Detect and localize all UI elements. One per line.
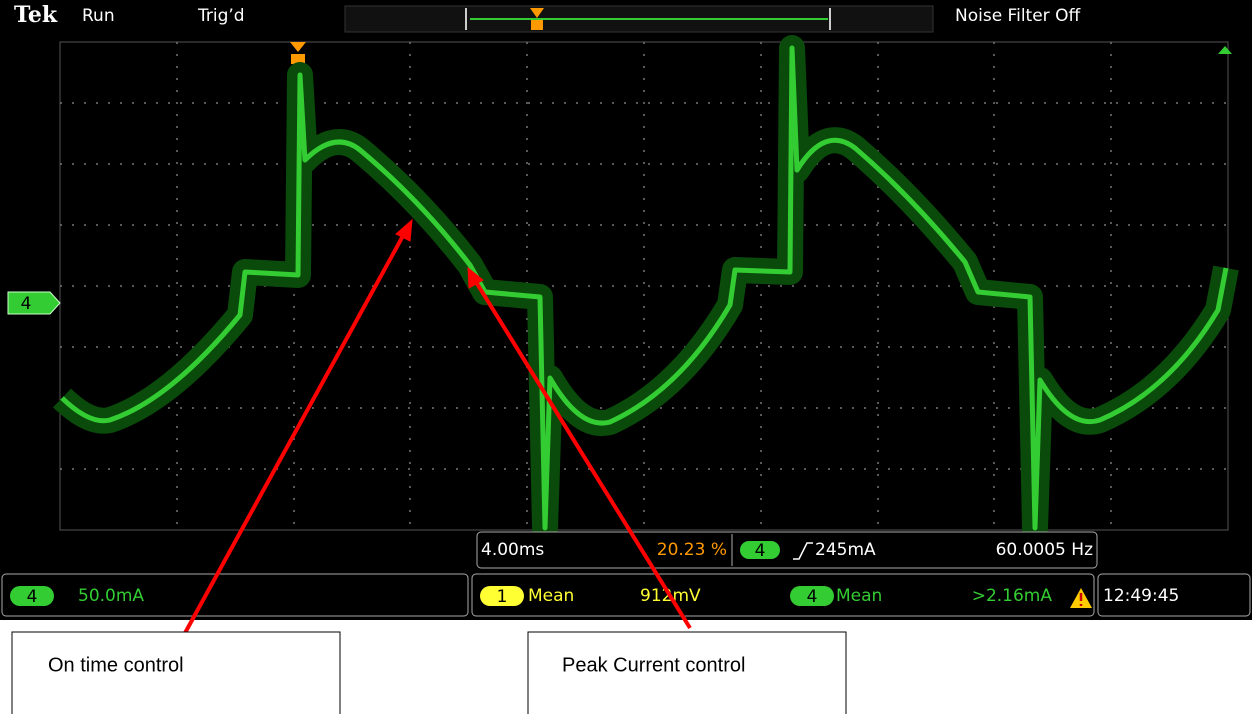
trigger-slope-icon	[793, 542, 813, 560]
meas1-label: Mean	[528, 586, 574, 606]
meas2-channel: 4	[807, 587, 818, 607]
annotation-box	[527, 631, 847, 714]
trigger-level: 245mA	[815, 540, 876, 560]
clock-box	[1097, 573, 1251, 617]
trigger-icon	[530, 8, 544, 30]
noise-filter: Noise Filter Off	[955, 6, 1081, 26]
measurement-box	[476, 531, 1098, 569]
run-state: Run	[82, 6, 115, 26]
annotation-box	[11, 631, 341, 714]
trigger-position: 20.23 %	[657, 540, 727, 560]
timebase: 4.00ms	[481, 540, 544, 560]
channel-status	[1, 573, 469, 617]
measurement-status	[471, 573, 1095, 617]
waveform	[52, 35, 1239, 541]
frequency: 60.0005 Hz	[996, 540, 1093, 560]
trigger-channel-badge	[740, 541, 780, 559]
meas2-value: >2.16mA	[972, 586, 1053, 606]
annotation: On time control	[48, 654, 184, 676]
trigger-state: Trig’d	[197, 6, 245, 26]
meas1-channel: 1	[497, 587, 508, 607]
record-brackets	[465, 8, 831, 30]
trigger-position-marker	[290, 42, 306, 64]
meas2-badge	[790, 586, 834, 606]
brand: Tek	[14, 2, 58, 28]
channel-marker: 4	[21, 294, 32, 314]
channel-badge	[10, 586, 54, 606]
channel-marker-shape	[7, 291, 61, 315]
trigger-channel: 4	[755, 541, 766, 561]
clock: 12:49:45	[1103, 586, 1179, 606]
channel: 4	[27, 587, 38, 607]
meas2-label: Mean	[836, 586, 882, 606]
annotation-arrows	[183, 218, 692, 634]
trigger-level-marker	[1218, 46, 1232, 54]
meas1-badge	[480, 586, 524, 606]
channel-scale: 50.0mA	[78, 586, 144, 606]
annotation: Peak Current control	[562, 654, 745, 676]
